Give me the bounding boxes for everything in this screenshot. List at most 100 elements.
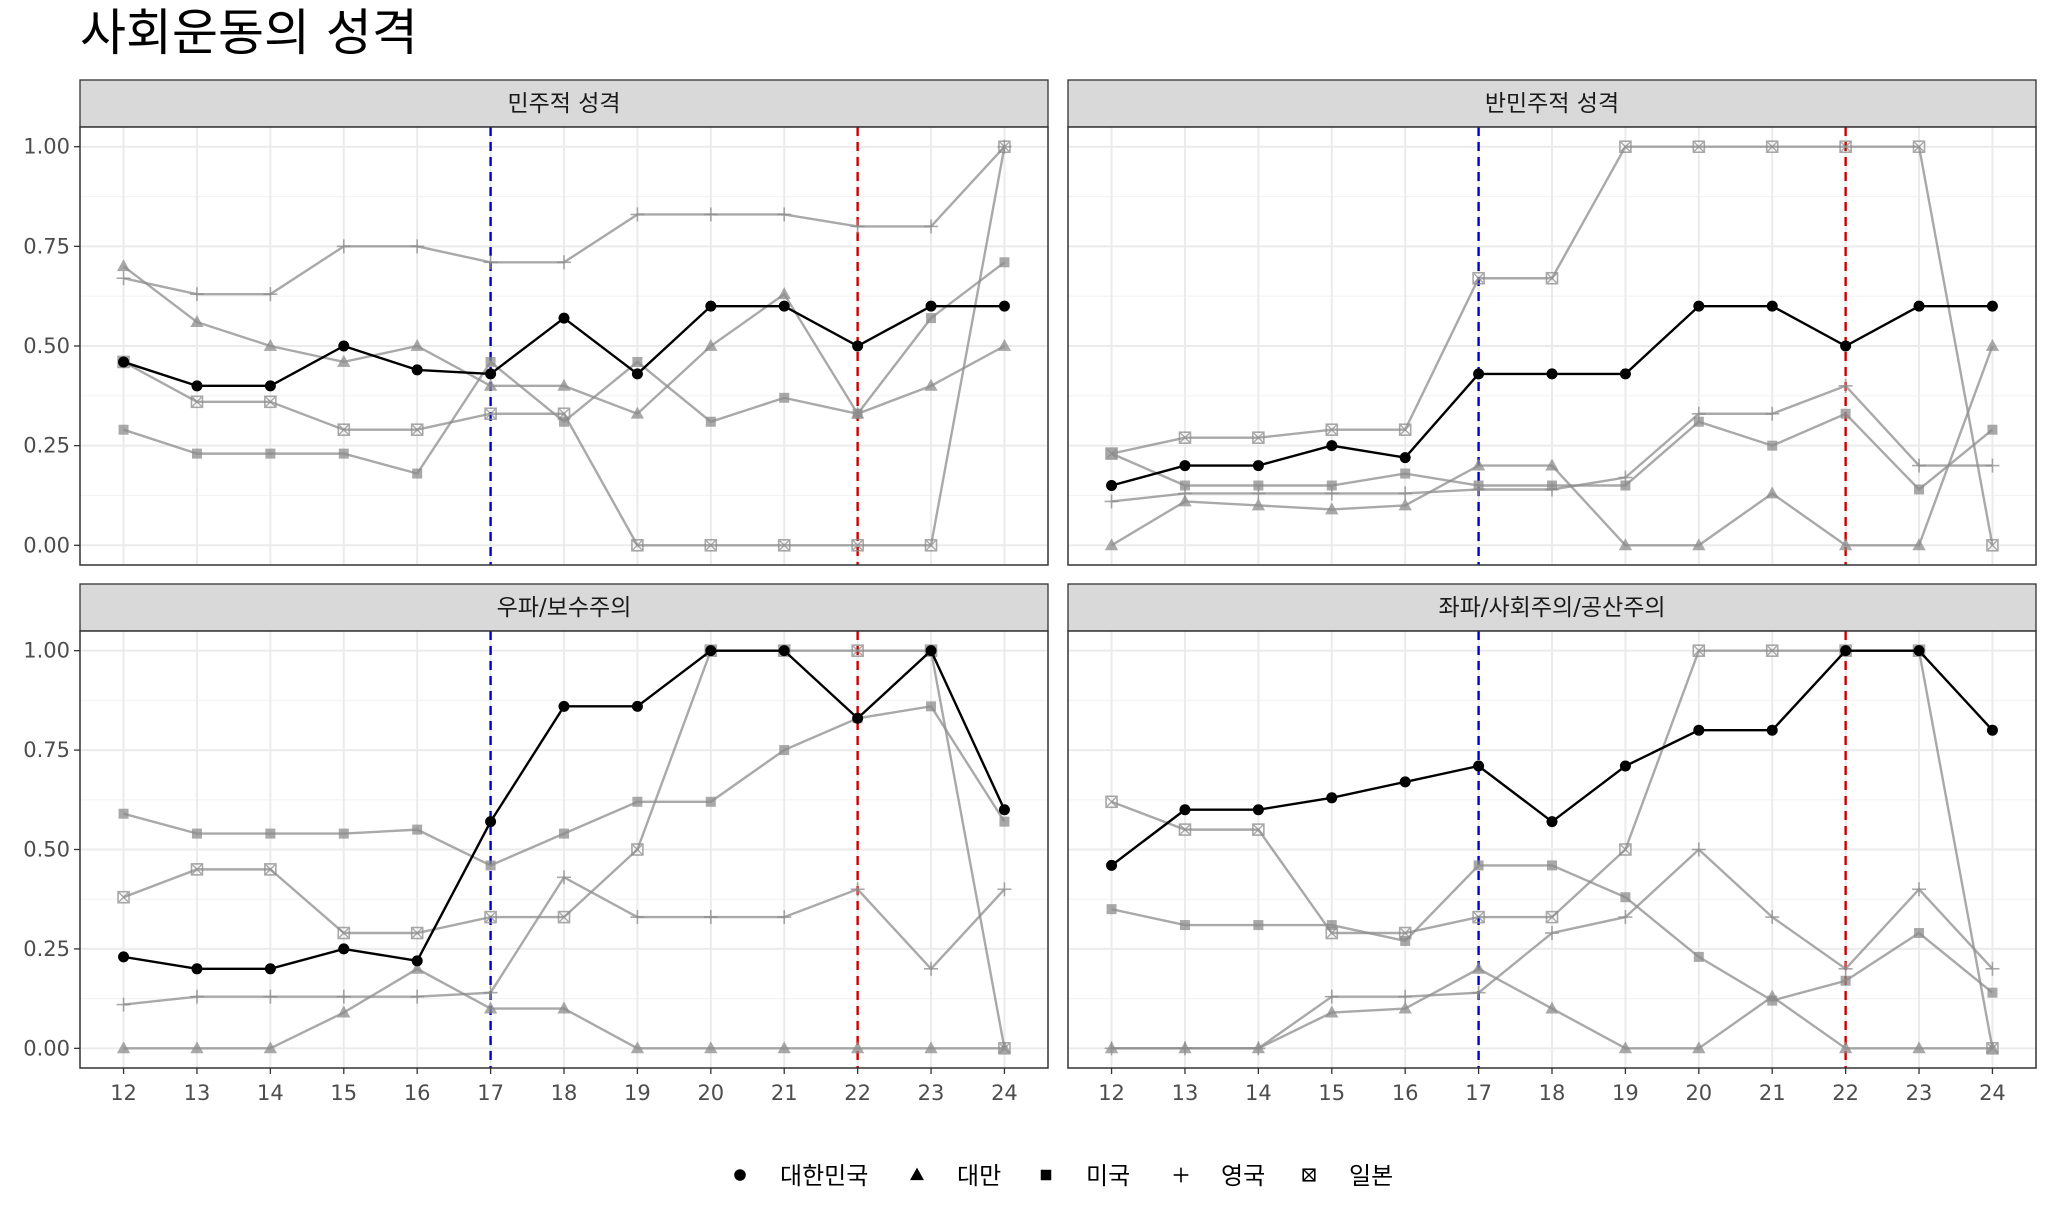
- data-point: [1545, 271, 1559, 285]
- data-point: [558, 700, 570, 712]
- data-point: [1914, 484, 1925, 495]
- y-tick-label: 0.00: [23, 1036, 70, 1060]
- data-point: [1106, 904, 1117, 915]
- data-point: [263, 287, 278, 302]
- x-tick-label: 19: [624, 1081, 651, 1105]
- data-point: [1252, 431, 1265, 444]
- data-point: [1765, 406, 1780, 421]
- data-point: [118, 356, 130, 368]
- data-point: [1619, 368, 1631, 380]
- data-point: [410, 339, 424, 351]
- data-point: [336, 989, 351, 1004]
- data-point: [924, 378, 938, 391]
- data-point: [1178, 431, 1192, 444]
- data-point: [705, 645, 717, 657]
- series-일본: [117, 644, 1011, 1055]
- data-point: [1545, 926, 1559, 941]
- legend-item: 대한민국: [734, 1162, 868, 1190]
- data-point: [410, 239, 425, 254]
- data-point: [337, 423, 351, 437]
- data-point: [1177, 486, 1192, 501]
- series-대만: [116, 961, 1012, 1054]
- data-point: [926, 313, 937, 324]
- data-point: [190, 315, 204, 327]
- data-point: [632, 796, 643, 807]
- data-point: [1252, 460, 1264, 472]
- data-point: [1398, 989, 1413, 1004]
- data-point: [1692, 1041, 1706, 1054]
- data-point: [557, 870, 571, 885]
- data-point: [1178, 823, 1192, 836]
- data-point: [705, 416, 716, 427]
- data-point: [557, 910, 571, 924]
- data-point: [190, 395, 204, 409]
- data-point: [1473, 760, 1485, 772]
- legend-item: 미국: [1040, 1162, 1130, 1190]
- data-point: [924, 1041, 938, 1054]
- data-point: [1839, 140, 1852, 154]
- data-point: [190, 1041, 204, 1054]
- series-영국: [116, 870, 1012, 1012]
- data-point: [703, 207, 718, 222]
- data-point: [1326, 792, 1338, 804]
- legend-key: [1173, 1167, 1189, 1183]
- data-point: [924, 219, 939, 234]
- data-point: [1326, 920, 1337, 931]
- data-point: [1471, 961, 1486, 974]
- data-point: [191, 828, 202, 839]
- data-point: [632, 356, 643, 367]
- data-point: [852, 340, 864, 352]
- data-point: [1325, 926, 1339, 940]
- x-tick-label: 22: [1832, 1081, 1859, 1105]
- data-point: [1471, 985, 1486, 1000]
- series-대만: [1104, 339, 2000, 551]
- data-point: [410, 961, 424, 974]
- data-point: [1104, 1041, 1119, 1056]
- data-point: [851, 644, 864, 657]
- data-point: [1325, 502, 1339, 515]
- data-point: [1400, 468, 1411, 479]
- data-point: [1398, 423, 1412, 437]
- x-tick-label: 17: [477, 1081, 504, 1105]
- x-tick-label: 20: [697, 1081, 724, 1105]
- facet-strip-label: 좌파/사회주의/공산주의: [1438, 595, 1665, 621]
- data-point: [1472, 910, 1485, 924]
- data-point: [410, 423, 424, 437]
- data-point: [1398, 926, 1412, 940]
- data-point: [1324, 989, 1339, 1004]
- series-대한민국: [1106, 645, 1998, 871]
- data-point: [1765, 486, 1779, 499]
- data-point: [999, 816, 1010, 827]
- data-point: [998, 300, 1010, 312]
- legend-key: [734, 1169, 746, 1181]
- data-point: [926, 701, 937, 712]
- data-point: [631, 843, 644, 856]
- facet-strip: [79, 79, 1049, 128]
- data-point: [705, 796, 716, 807]
- data-point: [1251, 1041, 1266, 1056]
- facet-strip-label: 우파/보수주의: [497, 595, 632, 621]
- data-point: [1253, 480, 1264, 491]
- data-point: [777, 1041, 791, 1054]
- data-point: [557, 378, 571, 391]
- data-point: [998, 140, 1011, 154]
- data-point: [1104, 494, 1119, 509]
- y-tick-label: 0.75: [23, 738, 70, 762]
- data-point: [1767, 440, 1778, 451]
- data-point: [485, 356, 496, 367]
- data-point: [1105, 447, 1118, 460]
- data-point: [851, 538, 864, 552]
- series-미국: [118, 257, 1010, 479]
- data-point: [1986, 538, 1999, 552]
- data-point: [265, 828, 276, 839]
- data-point: [1545, 1001, 1559, 1014]
- data-point: [925, 300, 937, 312]
- x-tick-label: 12: [110, 1081, 137, 1105]
- chart-title: 사회운동의 성격: [80, 4, 418, 62]
- data-point: [1326, 480, 1337, 491]
- data-point: [116, 259, 131, 272]
- x-tick-label: 20: [1685, 1081, 1712, 1105]
- x-tick-label: 16: [1392, 1081, 1419, 1105]
- data-point: [264, 963, 276, 975]
